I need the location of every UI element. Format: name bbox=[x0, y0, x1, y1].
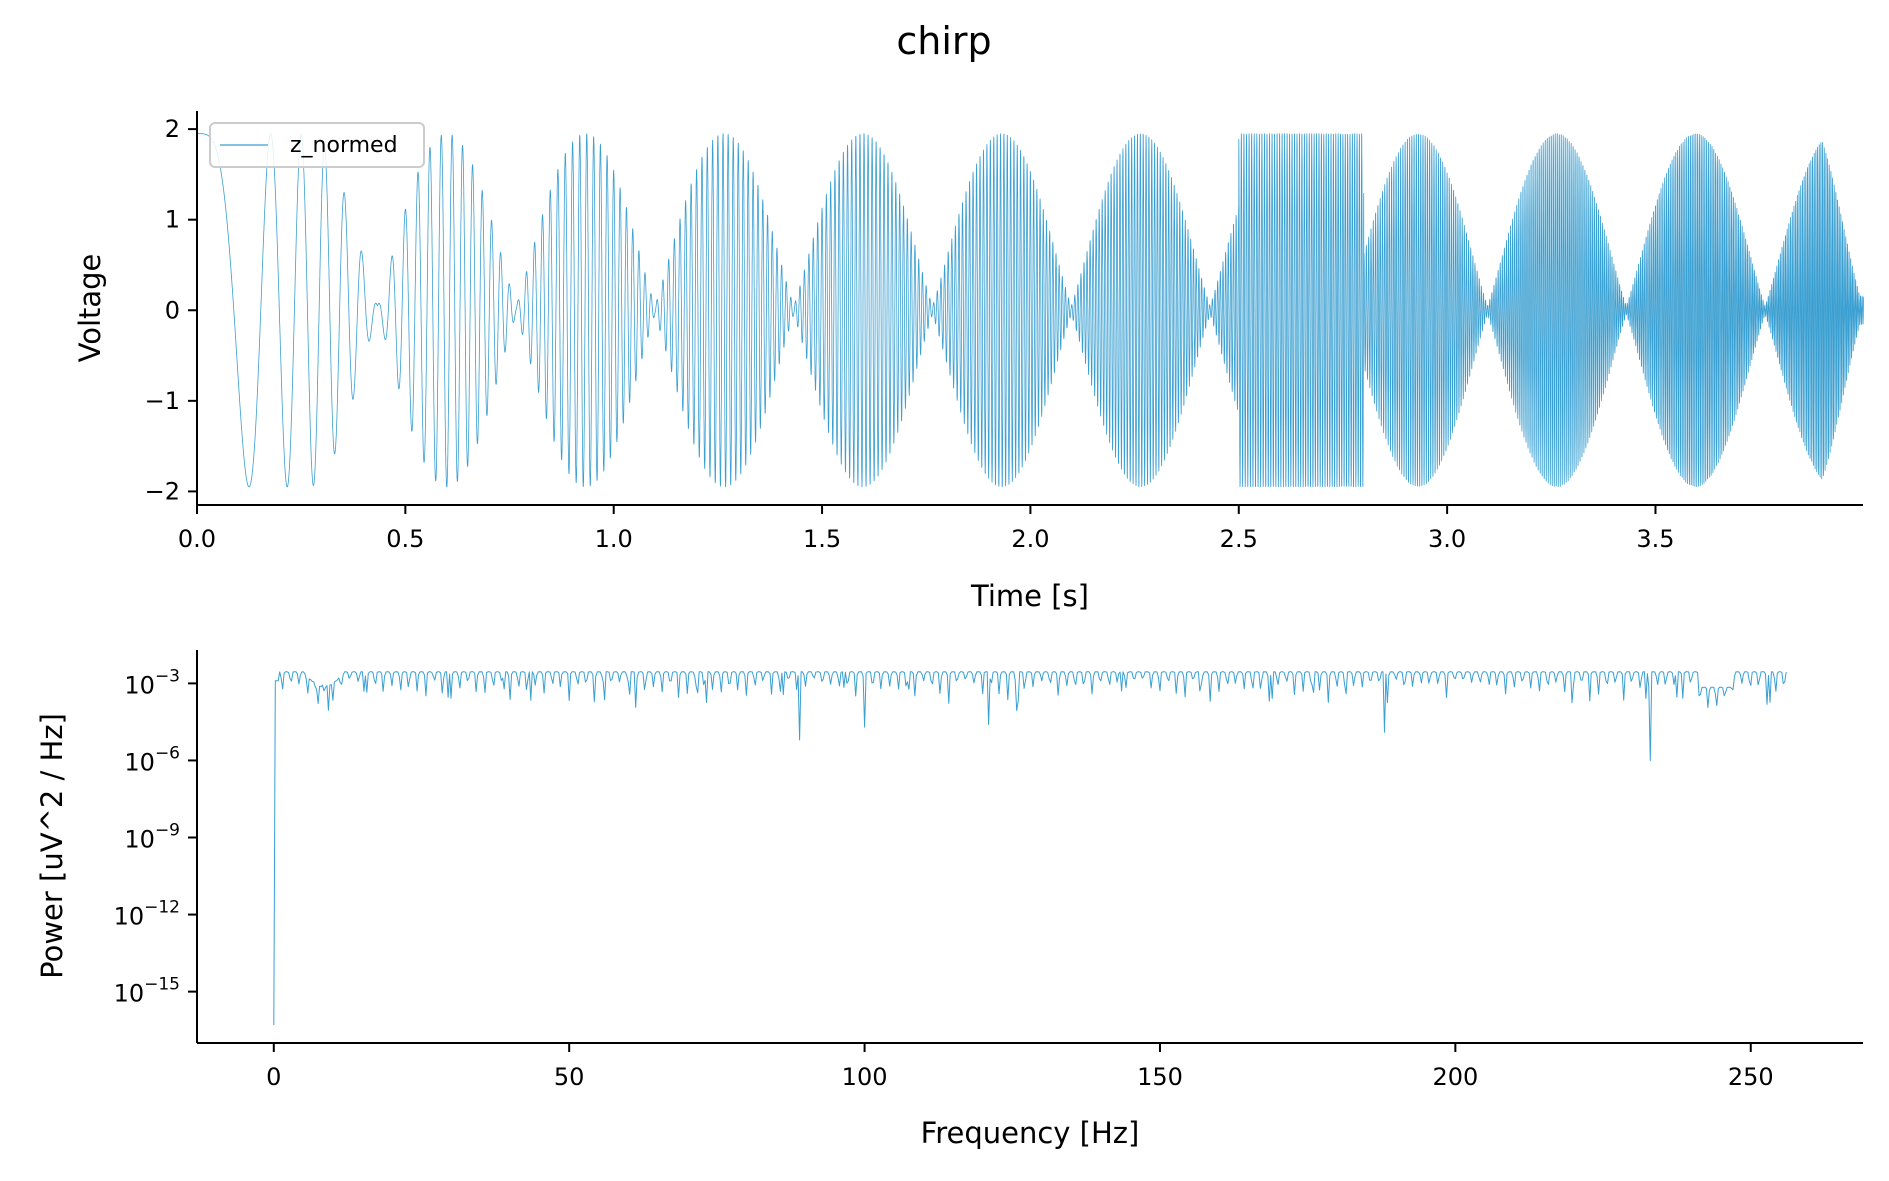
voltage-y-tick-label: 0 bbox=[165, 296, 180, 324]
psd-x-tick-label: 50 bbox=[554, 1063, 585, 1091]
psd-y-tick-label: 10−3 bbox=[124, 666, 180, 699]
psd-x-tick-label: 200 bbox=[1432, 1063, 1478, 1091]
psd-y-ticks: 10−3 10−6 10−9 10−12 10−15 bbox=[114, 666, 197, 1008]
psd-x-tick-label: 250 bbox=[1728, 1063, 1774, 1091]
voltage-x-tick-label: 2.0 bbox=[1011, 525, 1049, 553]
psd-y-tick-label: 10−6 bbox=[124, 743, 180, 776]
voltage-x-tick-label: 2.5 bbox=[1220, 525, 1258, 553]
voltage-x-tick-label: 0.5 bbox=[386, 525, 424, 553]
voltage-x-ticks: 0.0 0.5 1.0 1.5 2.0 2.5 3.0 3.5 bbox=[178, 505, 1675, 553]
voltage-trace bbox=[196, 133, 1865, 488]
psd-y-tick-label: 10−9 bbox=[124, 821, 180, 854]
psd-x-axis-label: Frequency [Hz] bbox=[921, 1116, 1140, 1150]
psd-x-tick-label: 100 bbox=[842, 1063, 888, 1091]
voltage-y-tick-label: −2 bbox=[145, 477, 180, 505]
psd-y-axis-label: Power [uV^2 / Hz] bbox=[35, 713, 69, 979]
psd-x-tick-label: 150 bbox=[1137, 1063, 1183, 1091]
psd-panel: 0 50 100 150 200 250 10−3 10−6 10−9 10−12 10−15 F… bbox=[35, 650, 1863, 1150]
voltage-y-axis-label: Voltage bbox=[73, 254, 107, 363]
psd-trace bbox=[273, 671, 1787, 1026]
psd-y-tick-label: 10−15 bbox=[114, 975, 180, 1008]
legend: z_normed bbox=[209, 122, 425, 168]
voltage-x-tick-label: 0.0 bbox=[178, 525, 216, 553]
figure-title: chirp bbox=[896, 19, 991, 63]
legend-box bbox=[209, 122, 425, 168]
legend-entry-z-normed: z_normed bbox=[290, 133, 398, 158]
voltage-x-tick-label: 3.5 bbox=[1636, 525, 1674, 553]
voltage-y-tick-label: −1 bbox=[145, 387, 180, 415]
voltage-panel: 0.0 0.5 1.0 1.5 2.0 2.5 3.0 3.5 2 1 0 −1 −2 Time [s… bbox=[73, 111, 1865, 613]
voltage-y-tick-label: 1 bbox=[165, 206, 180, 234]
voltage-x-tick-label: 3.0 bbox=[1428, 525, 1466, 553]
voltage-x-tick-label: 1.0 bbox=[595, 525, 633, 553]
psd-x-ticks: 0 50 100 150 200 250 bbox=[266, 1043, 1774, 1091]
voltage-y-ticks: 2 1 0 −1 −2 bbox=[145, 115, 197, 505]
voltage-x-axis-label: Time [s] bbox=[970, 579, 1089, 613]
voltage-x-tick-label: 1.5 bbox=[803, 525, 841, 553]
psd-y-tick-label: 10−12 bbox=[114, 898, 180, 931]
psd-x-tick-label: 0 bbox=[266, 1063, 281, 1091]
voltage-y-tick-label: 2 bbox=[165, 115, 180, 143]
